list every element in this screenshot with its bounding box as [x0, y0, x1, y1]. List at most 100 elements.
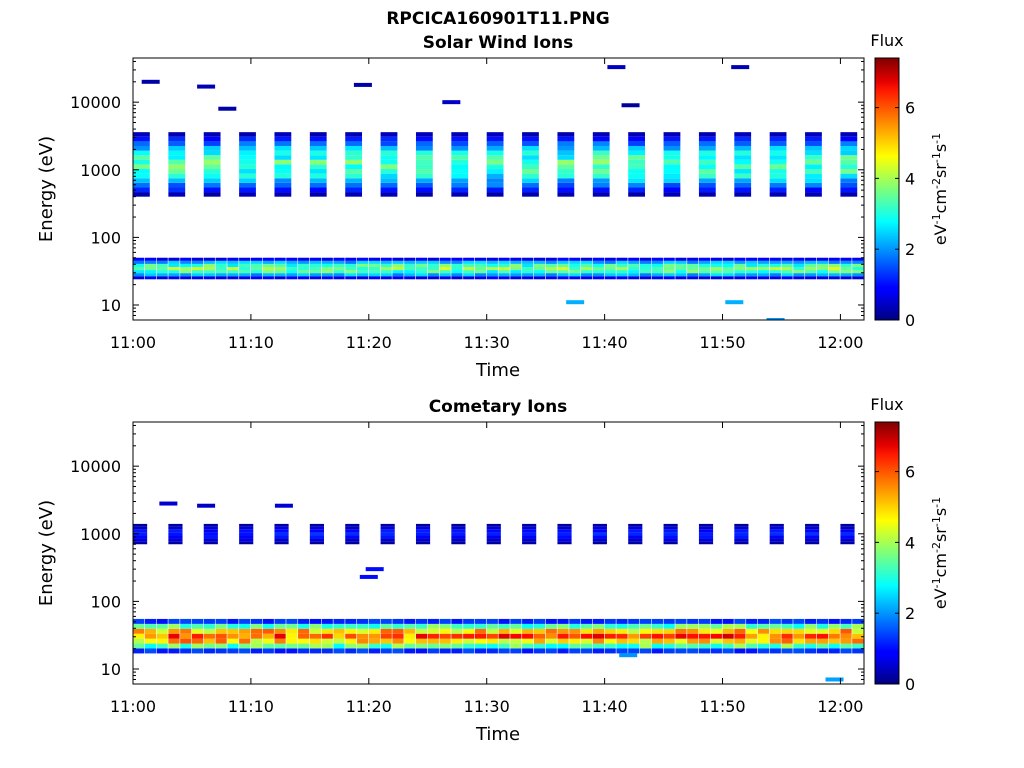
heatmap-cell	[852, 260, 864, 264]
heatmap-cell	[392, 633, 404, 639]
heatmap-cell	[133, 257, 145, 261]
heatmap-cell	[781, 263, 793, 267]
heatmap-cell	[144, 638, 156, 644]
heatmap-cell	[203, 136, 221, 142]
heatmap-cell	[828, 633, 840, 639]
heatmap-cell	[168, 169, 186, 174]
heatmap-cell	[840, 164, 858, 170]
heatmap-cell	[793, 638, 805, 644]
heatmap-cell	[380, 159, 398, 165]
heatmap-cell	[380, 266, 392, 271]
heatmap-cell	[769, 173, 787, 179]
heatmap-cell	[168, 648, 180, 654]
heatmap-cell	[274, 173, 292, 179]
colorbar-ticks: 0 2 4 6	[875, 99, 915, 330]
heatmap-cell	[415, 150, 433, 156]
heatmap-cell	[592, 164, 610, 170]
heatmap-cell	[262, 270, 274, 274]
heatmap-cell	[321, 270, 333, 274]
heatmap-cell	[816, 270, 829, 274]
heatmap-cell	[392, 273, 404, 277]
heatmap-cell	[698, 150, 716, 156]
heatmap-cell	[522, 155, 539, 160]
colorbar-tick-label: 6	[905, 99, 915, 118]
heatmap-cell	[168, 526, 183, 530]
heatmap-cell	[451, 182, 469, 188]
heatmap-cell	[592, 192, 610, 197]
heatmap-cell	[392, 628, 404, 634]
heatmap-cell	[415, 538, 431, 542]
heatmap-cell	[215, 618, 227, 624]
heatmap-cell	[557, 643, 569, 649]
heatmap-cell	[239, 145, 256, 151]
heatmap-cell	[427, 260, 439, 264]
heatmap-cell	[687, 260, 699, 264]
heatmap-cell	[545, 643, 557, 649]
heatmap-cell	[710, 638, 722, 644]
heatmap-cell	[321, 260, 333, 264]
heatmap-cell	[769, 164, 787, 170]
heatmap-cell	[769, 623, 781, 629]
heatmap-cell	[474, 618, 487, 624]
heatmap-cell	[345, 648, 357, 654]
heatmap-cell	[533, 638, 546, 644]
heatmap-cell	[168, 541, 183, 545]
heatmap-cell	[486, 150, 504, 156]
heatmap-cell	[639, 263, 652, 267]
heatmap-cell	[557, 628, 569, 634]
heatmap-cell	[734, 638, 746, 644]
heatmap-cell	[239, 263, 251, 267]
heatmap-cell	[816, 643, 829, 649]
heatmap-cell	[628, 523, 643, 527]
heatmap-cell	[404, 643, 416, 649]
heatmap-cell	[250, 648, 263, 654]
heatmap-cell	[545, 638, 557, 644]
heatmap-cell	[415, 273, 428, 277]
heatmap-cell	[180, 273, 192, 277]
heatmap-cell	[392, 260, 404, 264]
heatmap-cell	[156, 276, 168, 280]
heatmap-cell	[309, 187, 327, 193]
heatmap-cell	[604, 618, 616, 624]
heatmap-cell	[698, 633, 711, 639]
heatmap-cell	[651, 273, 663, 277]
heatmap-cell	[498, 638, 510, 644]
heatmap-cell	[592, 526, 607, 530]
heatmap-cell	[793, 618, 805, 624]
heatmap-cell	[734, 523, 749, 527]
heatmap-cell	[309, 260, 322, 264]
heatmap-cell	[852, 633, 864, 639]
heatmap-cell	[168, 155, 186, 160]
heatmap-cell	[274, 532, 289, 536]
heatmap-cell	[734, 132, 752, 137]
heatmap-cell	[215, 260, 227, 264]
heatmap-cell	[345, 535, 360, 539]
heatmap-cell	[769, 266, 781, 271]
heatmap-cell	[415, 132, 433, 137]
heatmap-cell	[628, 266, 640, 271]
heatmap-cell	[639, 257, 652, 261]
heatmap-cell	[663, 192, 681, 197]
heatmap-cell	[345, 633, 357, 639]
heatmap-cell	[486, 523, 501, 527]
heatmap-cell	[439, 257, 451, 261]
heatmap-cell	[345, 164, 363, 170]
heatmap-cell	[168, 270, 180, 274]
heatmap-cell	[309, 192, 327, 197]
heatmap-cell	[805, 263, 817, 267]
heatmap-cell	[239, 538, 254, 542]
heatmap-cell	[415, 187, 433, 193]
heatmap-cell	[415, 526, 431, 530]
heatmap-cell	[250, 618, 263, 624]
heatmap-cell	[663, 136, 681, 142]
heatmap-cell	[533, 643, 546, 649]
heatmap-cell	[616, 257, 628, 261]
heatmap-cell	[274, 145, 292, 151]
plot-frame	[132, 421, 865, 685]
heatmap-cell	[486, 182, 504, 188]
heatmap-cell	[781, 618, 793, 624]
heatmap-cell	[746, 643, 758, 649]
heatmap-cell	[793, 628, 805, 634]
heatmap-cell	[309, 633, 322, 639]
heatmap-cell	[286, 618, 298, 624]
